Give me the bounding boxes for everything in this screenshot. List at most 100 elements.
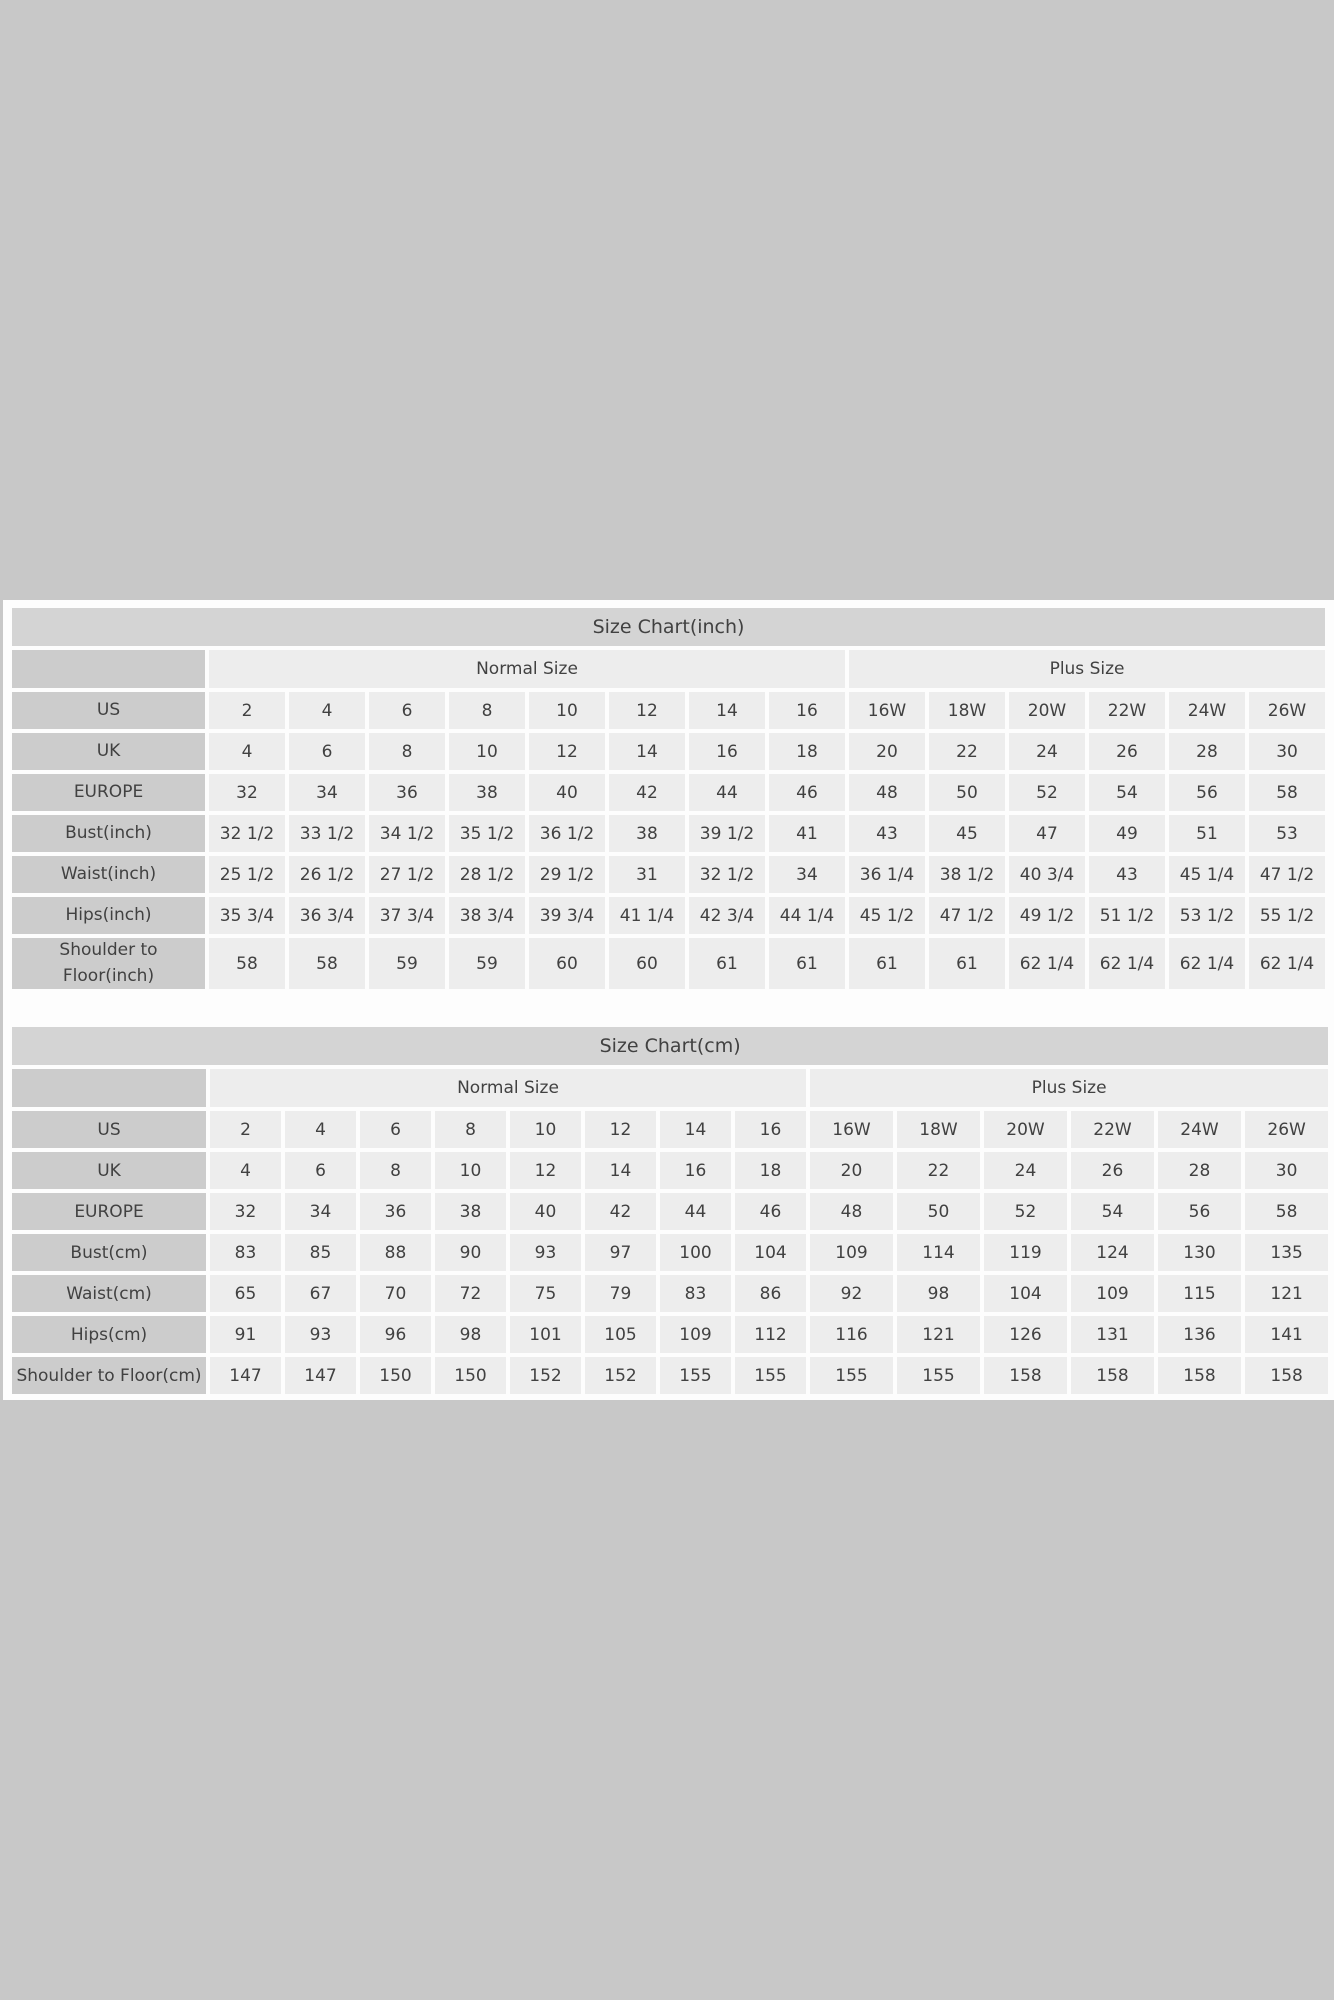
size-cell: 147 [210,1357,281,1394]
size-cell: 53 [1249,815,1326,852]
size-cell: 20 [810,1152,893,1189]
size-cell: 35 1/2 [449,815,525,852]
size-cell: 22W [1071,1111,1154,1148]
size-cell: 44 [689,774,765,811]
size-cell: 158 [1071,1357,1154,1394]
group-header-row: Normal Size Plus Size [12,1069,1329,1107]
table-row: Shoulder to Floor(cm) 147 147 150 150 152 152 1… [12,1357,1329,1394]
size-cell: 16 [689,733,765,770]
size-cell: 86 [735,1275,806,1312]
size-cell: 100 [660,1234,731,1271]
table-row: Hips(cm) 91 93 96 98 101 105 109 112 116 121 126 131… [12,1316,1329,1353]
size-cell: 42 [585,1193,656,1230]
size-cell: 41 1/4 [609,897,685,934]
row-header: Waist(cm) [12,1275,206,1312]
size-cell: 22W [1089,692,1165,729]
size-cell: 130 [1158,1234,1241,1271]
size-cell: 90 [435,1234,506,1271]
row-header: Bust(cm) [12,1234,206,1271]
size-cell: 10 [449,733,525,770]
size-cell: 39 1/2 [689,815,765,852]
size-cell: 115 [1158,1275,1241,1312]
row-header: Shoulder to Floor(inch) [12,938,205,989]
size-cell: 47 1/2 [929,897,1005,934]
size-cell: 8 [449,692,525,729]
size-cell: 36 [360,1193,431,1230]
size-cell: 49 1/2 [1009,897,1085,934]
corner-cell [12,650,205,688]
size-cell: 92 [810,1275,893,1312]
size-cell: 34 [289,774,365,811]
size-cell: 34 [769,856,845,893]
size-cell: 158 [984,1357,1067,1394]
size-cell: 33 1/2 [289,815,365,852]
size-cell: 62 1/4 [1249,938,1326,989]
size-cell: 75 [510,1275,581,1312]
size-cell: 60 [609,938,685,989]
size-cell: 67 [285,1275,356,1312]
size-cell: 88 [360,1234,431,1271]
size-cell: 104 [735,1234,806,1271]
size-cell: 79 [585,1275,656,1312]
table-row: Hips(inch) 35 3/4 36 3/4 37 3/4 38 3/4 39 3/4… [12,897,1326,934]
size-cell: 28 [1169,733,1245,770]
size-cell: 24 [1009,733,1085,770]
size-cell: 12 [510,1152,581,1189]
size-cell: 155 [810,1357,893,1394]
size-cell: 53 1/2 [1169,897,1245,934]
size-cell: 6 [289,733,365,770]
size-cell: 26 [1071,1152,1154,1189]
size-cell: 34 [285,1193,356,1230]
size-cell: 109 [810,1234,893,1271]
size-cell: 24W [1158,1111,1241,1148]
size-chart-cm-table: Size Chart(cm) Normal Size Plus Size US 2… [8,1023,1332,1398]
row-header: Waist(inch) [12,856,205,893]
size-cell: 35 3/4 [209,897,285,934]
table-row: EUROPE 32 34 36 38 40 42 44 46 48 50 52 54 56 58 [12,774,1326,811]
size-cell: 49 [1089,815,1165,852]
size-cell: 59 [449,938,525,989]
group-header-normal-size: Normal Size [210,1069,806,1107]
table-row: Shoulder to Floor(inch) 58 58 59 59 60 60 61 61 6… [12,938,1326,989]
size-cell: 150 [360,1357,431,1394]
size-cell: 27 1/2 [369,856,445,893]
size-cell: 38 1/2 [929,856,1005,893]
row-header: EUROPE [12,1193,206,1230]
size-cell: 58 [209,938,285,989]
size-cell: 54 [1089,774,1165,811]
size-cell: 62 1/4 [1169,938,1245,989]
size-cell: 36 [369,774,445,811]
size-cell: 4 [210,1152,281,1189]
size-cell: 20W [1009,692,1085,729]
size-cell: 16 [735,1111,806,1148]
size-cell: 54 [1071,1193,1154,1230]
size-cell: 104 [984,1275,1067,1312]
size-cell: 2 [210,1111,281,1148]
size-cell: 62 1/4 [1089,938,1165,989]
size-cell: 45 1/4 [1169,856,1245,893]
size-cell: 26 [1089,733,1165,770]
size-cell: 30 [1245,1152,1329,1189]
size-cell: 61 [769,938,845,989]
table-row: Bust(inch) 32 1/2 33 1/2 34 1/2 35 1/2 36 1/2… [12,815,1326,852]
size-cell: 37 3/4 [369,897,445,934]
size-cell: 58 [1245,1193,1329,1230]
row-header: Bust(inch) [12,815,205,852]
size-cell: 60 [529,938,605,989]
size-cell: 16 [660,1152,731,1189]
size-cell: 43 [1089,856,1165,893]
size-cell: 38 3/4 [449,897,525,934]
size-cell: 32 1/2 [209,815,285,852]
size-cell: 47 [1009,815,1085,852]
size-cell: 2 [209,692,285,729]
size-cell: 40 [529,774,605,811]
size-cell: 116 [810,1316,893,1353]
size-cell: 131 [1071,1316,1154,1353]
size-cell: 158 [1245,1357,1329,1394]
size-cell: 51 1/2 [1089,897,1165,934]
size-cell: 135 [1245,1234,1329,1271]
size-cell: 152 [585,1357,656,1394]
size-cell: 24 [984,1152,1067,1189]
size-cell: 61 [689,938,765,989]
size-cell: 8 [360,1152,431,1189]
